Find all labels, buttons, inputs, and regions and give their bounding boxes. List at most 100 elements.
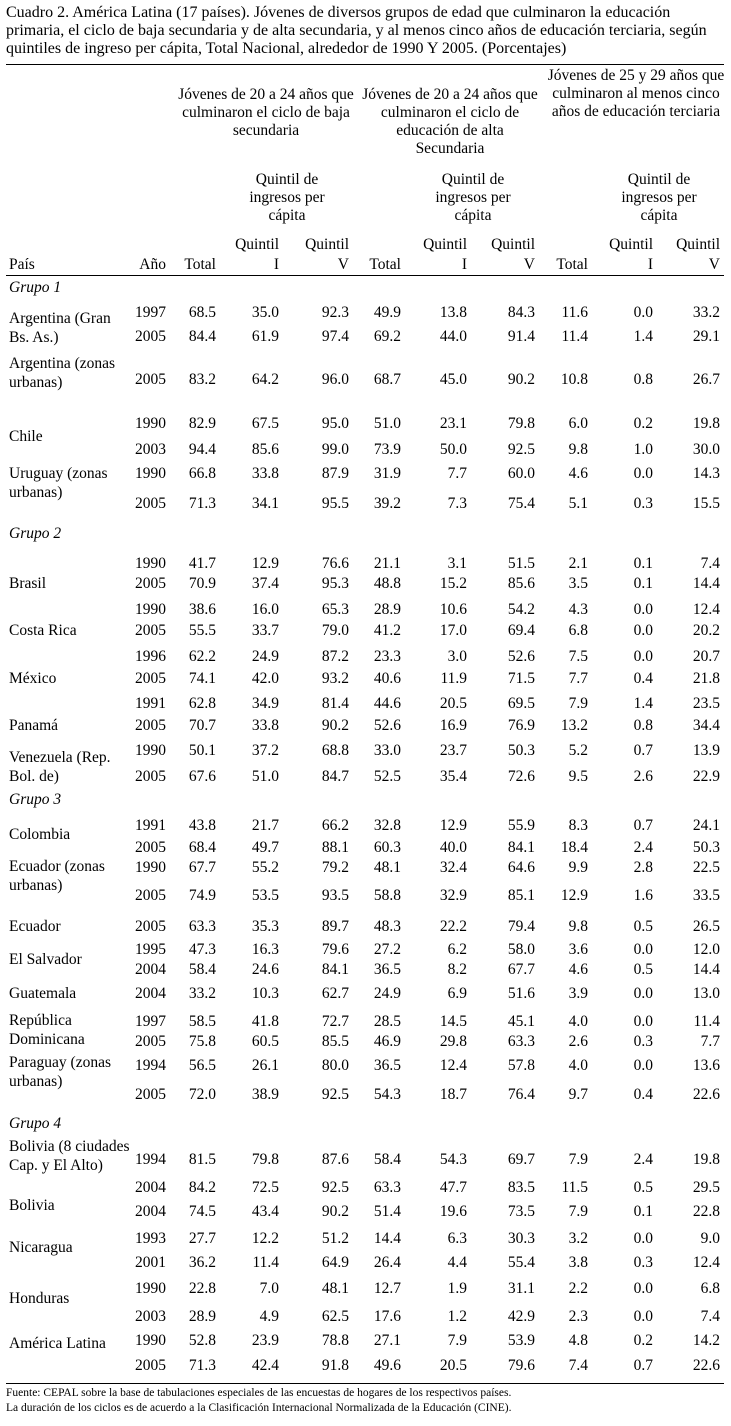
total-cell: 9.8 bbox=[568, 441, 588, 458]
total-cell: 72.0 bbox=[188, 1086, 216, 1103]
quintil-5-cell: 83.5 bbox=[507, 1179, 535, 1196]
quintil-5-cell: 81.4 bbox=[321, 695, 349, 712]
quintil-1-cell: 0.0 bbox=[633, 1013, 653, 1030]
quintil-5-cell: 89.7 bbox=[321, 918, 349, 935]
total-cell: 70.9 bbox=[188, 575, 216, 592]
quintil-1-cell: 0.0 bbox=[633, 465, 653, 482]
quintil-1-cell: 0.7 bbox=[633, 742, 653, 759]
total-cell: 4.3 bbox=[568, 601, 588, 618]
quintil-1-cell: 3.0 bbox=[447, 648, 467, 665]
quintil-1-cell: 0.0 bbox=[633, 1308, 653, 1325]
total-cell: 41.7 bbox=[188, 555, 216, 572]
year-cell: 2005 bbox=[135, 717, 166, 734]
quintil-1-cell: 35.0 bbox=[251, 304, 279, 321]
quintil-1-cell: 10.6 bbox=[439, 601, 467, 618]
total-cell: 44.6 bbox=[373, 695, 401, 712]
total-cell: 7.5 bbox=[568, 648, 588, 665]
quintil-5-cell: 9.0 bbox=[700, 1230, 720, 1247]
quintil-1-cell: 55.2 bbox=[251, 859, 279, 876]
country-label: Uruguay (zonas urbanas) bbox=[9, 465, 108, 501]
country-label: Argentina (zonas urbanas) bbox=[9, 355, 116, 391]
quintil-5-cell: 84.3 bbox=[507, 304, 535, 321]
quintil-1-cell: 0.0 bbox=[633, 1230, 653, 1247]
quintil-5-cell: 22.8 bbox=[692, 1203, 720, 1220]
quintil-1-cell: 35.4 bbox=[439, 768, 467, 785]
quintil-5-cell: 14.4 bbox=[692, 575, 720, 592]
total-cell: 52.8 bbox=[188, 1332, 216, 1349]
year-cell: 1997 bbox=[135, 1013, 166, 1030]
quintil-1-cell: 16.3 bbox=[251, 941, 279, 958]
quintil-5-cell: 72.7 bbox=[321, 1013, 349, 1030]
year-cell: 2005 bbox=[135, 670, 166, 687]
total-cell: 3.8 bbox=[568, 1254, 588, 1271]
quintil-5-cell: 13.6 bbox=[692, 1057, 720, 1074]
quintil-5-cell: 51.2 bbox=[321, 1230, 349, 1247]
year-cell: 1994 bbox=[135, 1151, 166, 1168]
total-cell: 3.2 bbox=[568, 1230, 588, 1247]
country-label: Chile bbox=[9, 428, 43, 445]
total-cell: 67.6 bbox=[188, 768, 216, 785]
total-cell: 7.4 bbox=[568, 1357, 588, 1374]
year-cell: 2005 bbox=[135, 575, 166, 592]
quintil-1-cell: 2.8 bbox=[633, 859, 653, 876]
total-cell: 94.4 bbox=[188, 441, 216, 458]
table-row: 2004 58.4 24.6 84.1 36.5 8.2 67.7 4.6 0.5 14.4 bbox=[0, 960, 731, 980]
total-cell: 69.2 bbox=[373, 328, 401, 345]
year-cell: 2005 bbox=[135, 495, 166, 512]
country-label: El Salvador bbox=[9, 951, 82, 968]
quintil-5-cell: 99.0 bbox=[321, 441, 349, 458]
country-label: Paraguay (zonas urbanas) bbox=[9, 1054, 111, 1090]
quintil-1-cell: 11.4 bbox=[252, 1254, 279, 1271]
total-cell: 74.5 bbox=[188, 1203, 216, 1220]
quintil-5-cell: 22.6 bbox=[692, 1357, 720, 1374]
quintil-5-cell: 63.3 bbox=[507, 1033, 535, 1050]
quintil-5-cell: 79.6 bbox=[507, 1357, 535, 1374]
total-cell: 10.8 bbox=[560, 371, 588, 388]
quintil-1-cell: 67.5 bbox=[251, 415, 279, 432]
total-cell: 47.3 bbox=[188, 941, 216, 958]
year-cell: 1990 bbox=[135, 742, 166, 759]
country-label: América Latina bbox=[9, 1335, 106, 1352]
total-cell: 58.5 bbox=[188, 1013, 216, 1030]
country-label: Colombia bbox=[9, 826, 71, 843]
quintil-5-cell: 95.3 bbox=[321, 575, 349, 592]
quintil-5-cell: 29.1 bbox=[692, 328, 720, 345]
quintil-5-cell: 92.5 bbox=[321, 1179, 349, 1196]
total-cell: 3.5 bbox=[568, 575, 588, 592]
quintil-5-cell: 84.7 bbox=[321, 768, 349, 785]
year-cell: 2004 bbox=[135, 1203, 166, 1220]
header-q5-b-2: V bbox=[523, 256, 535, 273]
quintil-1-cell: 22.2 bbox=[439, 918, 467, 935]
table-row: 1994 81.5 79.8 87.6 58.4 54.3 69.7 7.9 2.4 19.8 bbox=[0, 1150, 731, 1170]
total-cell: 38.6 bbox=[188, 601, 216, 618]
quintil-1-cell: 51.0 bbox=[251, 768, 279, 785]
quintil-1-cell: 0.5 bbox=[633, 918, 653, 935]
quintil-1-cell: 11.9 bbox=[440, 670, 467, 687]
quintil-5-cell: 6.8 bbox=[700, 1280, 720, 1297]
country-label: Brasil bbox=[9, 575, 47, 592]
total-cell: 58.8 bbox=[373, 887, 401, 904]
table-row: 2005 68.4 49.7 88.1 60.3 40.0 84.1 18.4 2.4 50.3 bbox=[0, 838, 731, 858]
quintil-5-cell: 20.2 bbox=[692, 622, 720, 639]
quintil-5-cell: 79.0 bbox=[321, 622, 349, 639]
quintil-1-cell: 24.6 bbox=[251, 961, 279, 978]
year-cell: 1990 bbox=[135, 465, 166, 482]
quintil-5-cell: 97.4 bbox=[321, 328, 349, 345]
quintil-5-cell: 91.8 bbox=[321, 1357, 349, 1374]
quintil-1-cell: 79.8 bbox=[251, 1151, 279, 1168]
quintil-5-cell: 13.0 bbox=[692, 985, 720, 1002]
total-cell: 54.3 bbox=[373, 1086, 401, 1103]
country-label: Panamá bbox=[9, 717, 59, 734]
total-cell: 4.6 bbox=[568, 465, 588, 482]
year-cell: 1990 bbox=[135, 1332, 166, 1349]
quintil-1-cell: 0.8 bbox=[633, 717, 653, 734]
quintil-5-cell: 67.7 bbox=[507, 961, 535, 978]
table-row: 1993 27.7 12.2 51.2 14.4 6.3 30.3 3.2 0.0 9.0 bbox=[0, 1229, 731, 1249]
total-cell: 6.0 bbox=[568, 415, 588, 432]
quintil-1-cell: 42.4 bbox=[251, 1357, 279, 1374]
quintil-1-cell: 0.1 bbox=[633, 575, 653, 592]
quintil-5-cell: 33.5 bbox=[692, 887, 720, 904]
year-cell: 2005 bbox=[135, 918, 166, 935]
total-cell: 81.5 bbox=[188, 1151, 216, 1168]
quintil-5-cell: 22.6 bbox=[692, 1086, 720, 1103]
